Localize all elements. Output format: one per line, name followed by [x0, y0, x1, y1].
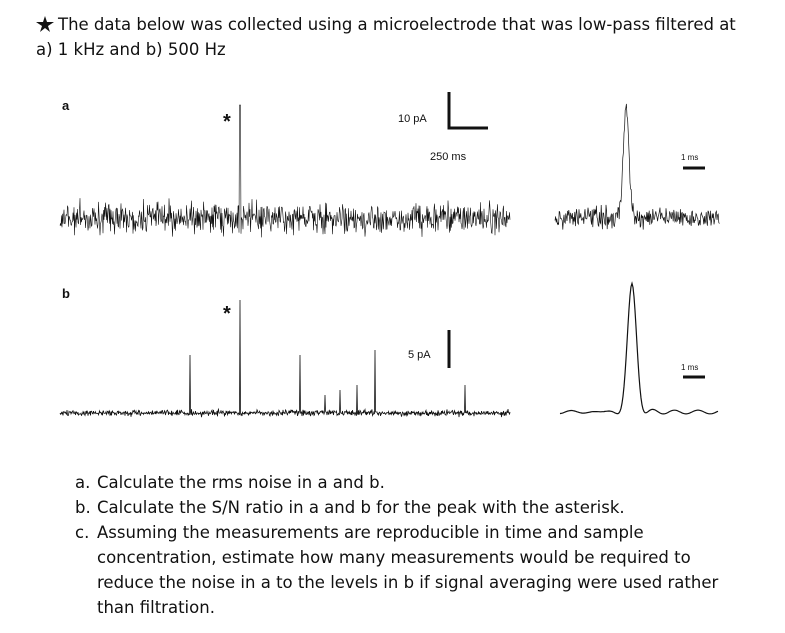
intro-text: The data below was collected using a mic…	[36, 15, 736, 59]
star-icon	[36, 16, 54, 32]
question-text: Calculate the S/N ratio in a and b for t…	[97, 498, 625, 517]
question-marker: c.	[75, 523, 90, 542]
question-marker: b.	[75, 498, 91, 517]
question-marker: a.	[75, 473, 91, 492]
trace	[554, 103, 720, 230]
figure: a * 10 pA 250 ms 1 ms b * 5 pA 1 ms	[59, 92, 720, 418]
scale-bar	[447, 92, 488, 130]
trace	[559, 281, 719, 415]
amplitude-scale: 10 pA	[398, 113, 427, 125]
amplitude-scale: 5 pA	[408, 349, 431, 361]
question-text: Assuming the measurements are reproducib…	[97, 523, 719, 617]
question-text: Calculate the rms noise in a and b.	[97, 473, 385, 492]
asterisk: *	[223, 303, 231, 325]
panel-label: a	[62, 98, 70, 113]
zoom-scale: 1 ms	[681, 363, 698, 372]
trace	[59, 104, 511, 238]
panel-label: b	[62, 286, 70, 301]
zoom-scale: 1 ms	[681, 153, 698, 162]
time-scale: 250 ms	[430, 151, 467, 163]
asterisk: *	[223, 111, 231, 133]
trace	[59, 299, 511, 418]
